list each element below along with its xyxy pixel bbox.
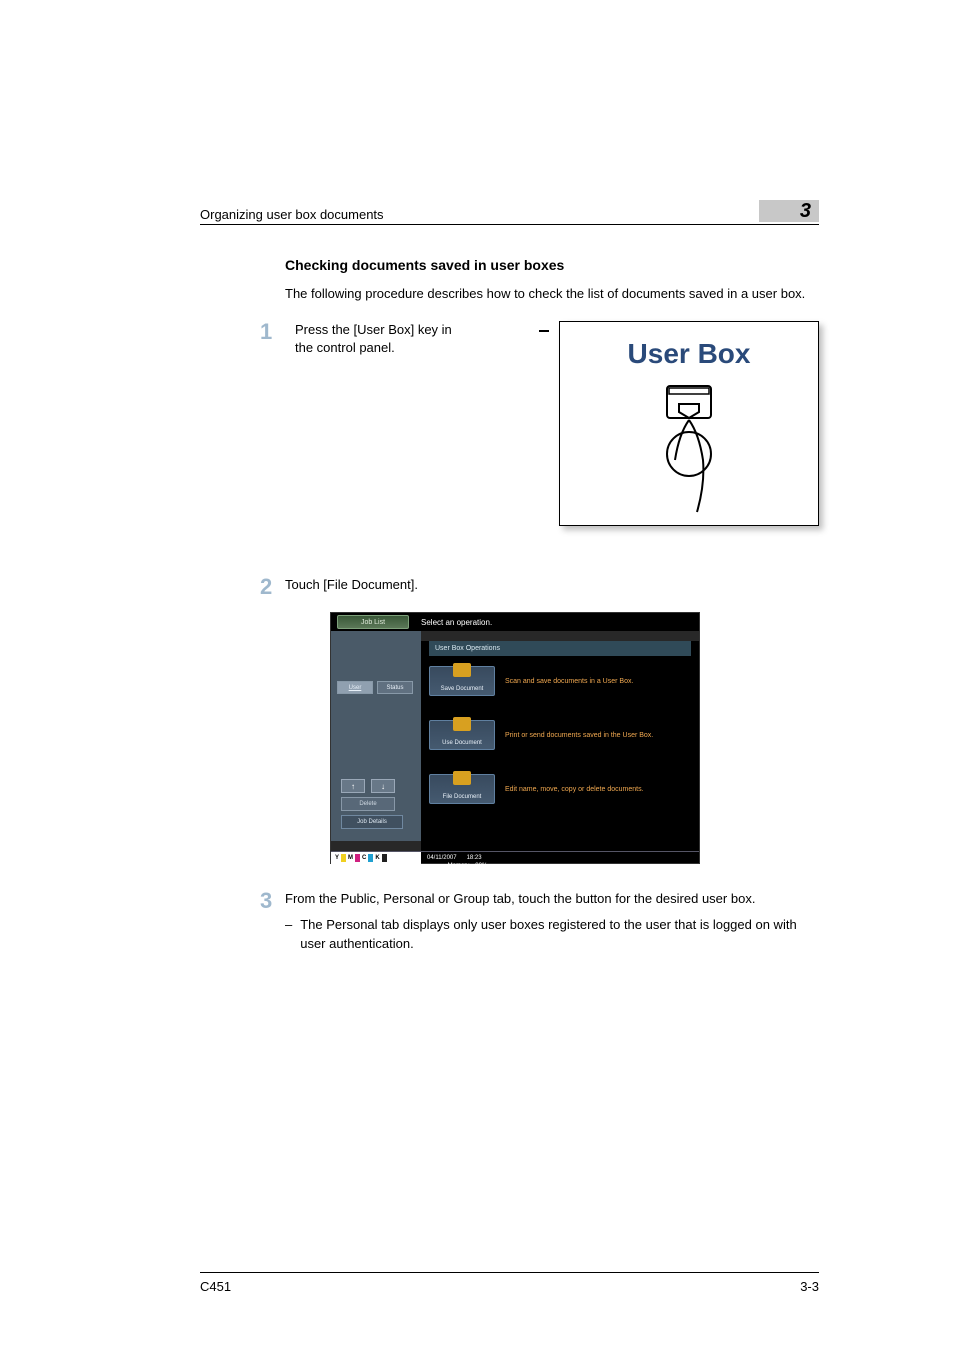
ss-left-panel: User Status ↑ ↓ Delete Job Details: [331, 631, 421, 841]
user-box-operations-header: User Box Operations: [429, 641, 691, 656]
page-footer: C451 3-3: [200, 1272, 819, 1294]
delete-button[interactable]: Delete: [341, 797, 395, 811]
ss-memory-pct: 99%: [475, 863, 487, 869]
toner-k-bar: [382, 854, 387, 862]
step-1-text: Press the [User Box] key in the control …: [295, 321, 470, 357]
arrow-up-button[interactable]: ↑: [341, 779, 365, 793]
file-document-desc: Edit name, move, copy or delete document…: [505, 786, 691, 793]
save-document-desc: Scan and save documents in a User Box.: [505, 678, 691, 685]
use-document-desc: Print or send documents saved in the Use…: [505, 732, 691, 739]
toner-levels: Y M C K: [331, 852, 421, 864]
job-list-button[interactable]: Job List: [337, 615, 409, 629]
save-document-label: Save Document: [441, 686, 484, 692]
use-document-icon: [453, 717, 471, 731]
toner-m-bar: [355, 854, 360, 862]
toner-m-label: M: [347, 855, 354, 861]
job-details-button[interactable]: Job Details: [341, 815, 403, 829]
button-press-icon: [649, 384, 729, 514]
user-box-label: User Box: [628, 338, 751, 370]
user-tab[interactable]: User: [337, 681, 373, 694]
file-document-icon: [453, 771, 471, 785]
ss-footer: Y M C K 04/11/2007 18:23 Memory 99%: [331, 851, 699, 863]
header-title: Organizing user box documents: [200, 207, 384, 222]
step-number-2: 2: [200, 576, 285, 598]
use-document-label: Use Document: [442, 740, 482, 746]
ss-user-status-row: User Status: [337, 681, 413, 694]
step-number-3: 3: [200, 890, 285, 912]
control-panel-screenshot: Job List Select an operation. User Statu…: [330, 612, 700, 864]
arrow-down-button[interactable]: ↓: [371, 779, 395, 793]
bullet-dash: –: [285, 916, 300, 954]
step-2-text: Touch [File Document].: [285, 576, 819, 594]
file-document-label: File Document: [443, 794, 482, 800]
section-heading: Checking documents saved in user boxes: [285, 257, 819, 273]
footer-page: 3-3: [800, 1279, 819, 1294]
ss-instruction-text: Select an operation.: [421, 618, 492, 627]
toner-y-bar: [341, 854, 346, 862]
ss-top-bar: Job List Select an operation.: [331, 613, 699, 631]
step-3-bullet-text: The Personal tab displays only user boxe…: [300, 916, 819, 954]
status-tab[interactable]: Status: [377, 681, 413, 694]
section-description: The following procedure describes how to…: [285, 285, 819, 303]
toner-y-label: Y: [334, 855, 340, 861]
ss-memory-label: Memory: [448, 863, 470, 869]
file-document-button[interactable]: File Document: [429, 774, 495, 804]
use-document-button[interactable]: Use Document: [429, 720, 495, 750]
toner-k-label: K: [374, 855, 380, 861]
ss-date: 04/11/2007: [427, 855, 457, 861]
chapter-badge: 3: [759, 200, 819, 222]
ss-right-panel: User Box Operations Save Document Scan a…: [421, 641, 699, 851]
ss-arrow-row: ↑ ↓: [341, 779, 395, 793]
save-document-icon: [453, 663, 471, 677]
step-3-text: From the Public, Personal or Group tab, …: [285, 891, 755, 906]
chapter-number: 3: [800, 200, 811, 223]
user-box-illustration: User Box: [559, 321, 819, 526]
page-header: Organizing user box documents 3: [200, 200, 819, 225]
step-number-1: 1: [200, 321, 285, 526]
footer-model: C451: [200, 1279, 231, 1294]
save-document-button[interactable]: Save Document: [429, 666, 495, 696]
toner-c-bar: [368, 854, 373, 862]
toner-c-label: C: [361, 855, 367, 861]
ss-time: 18:23: [467, 855, 482, 861]
